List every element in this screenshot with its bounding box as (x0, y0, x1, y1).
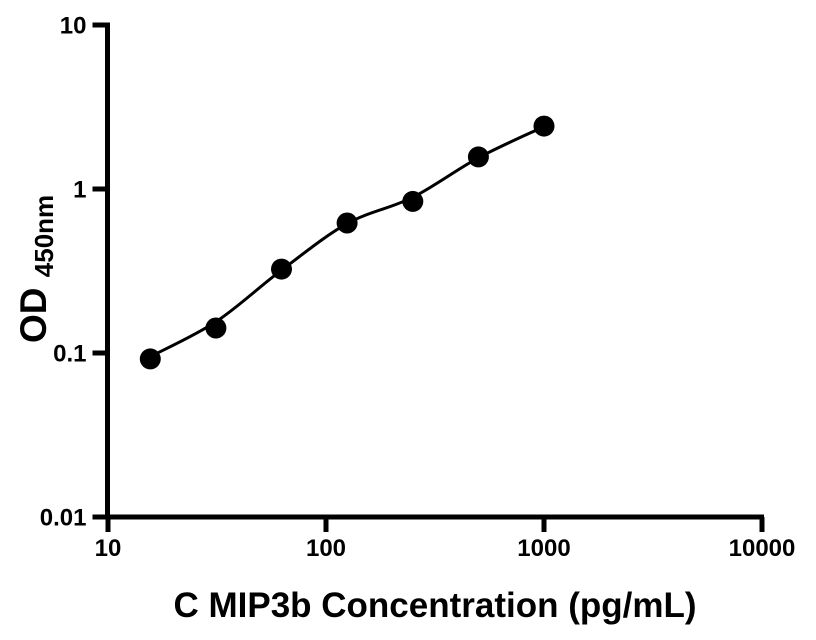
x-tick-label: 100 (306, 535, 346, 562)
y-axis-title-subscript: 450nm (29, 195, 59, 277)
data-point (205, 317, 227, 339)
data-point (139, 348, 161, 370)
data-point (467, 146, 489, 168)
x-tick-label: 10000 (729, 535, 796, 562)
y-axis-title-main: OD (13, 288, 54, 344)
y-tick-label: 1 (73, 177, 86, 204)
tick-labels-layer: 10 1 0.1 0.01 10 100 1000 10000 (40, 13, 796, 563)
axes-layer (92, 22, 765, 532)
y-tick-label: 0.01 (40, 505, 87, 532)
y-axis-title: OD 450nm (13, 195, 59, 343)
y-tick-label: 0.1 (53, 341, 86, 368)
data-point (271, 258, 292, 280)
data-point (533, 115, 555, 137)
x-tick-label: 1000 (517, 535, 570, 562)
y-tick-label: 10 (60, 13, 87, 40)
x-tick-label: 10 (95, 535, 122, 562)
x-axis-title: C MIP3b Concentration (pg/mL) (173, 586, 696, 625)
data-point (336, 212, 358, 234)
data-point (402, 190, 424, 212)
data-points-group (139, 115, 555, 370)
